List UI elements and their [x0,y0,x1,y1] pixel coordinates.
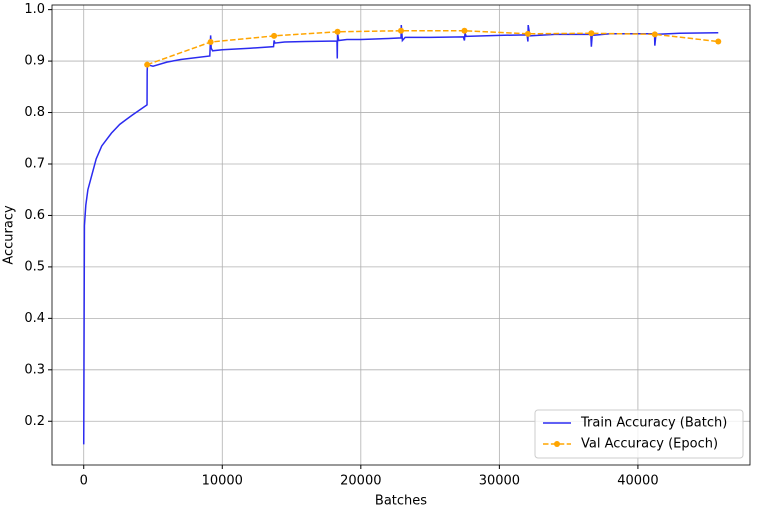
marker [651,31,658,38]
y-tick-label: 0.4 [24,311,45,326]
marker [715,38,722,45]
marker [588,30,595,37]
y-axis-label: Accuracy [2,205,17,265]
y-tick-label: 0.2 [24,414,45,429]
x-tick-label: 10000 [202,474,243,489]
marker [461,27,468,34]
y-tick-label: 0.5 [24,259,45,274]
x-tick-label: 0 [80,474,88,489]
series-line [82,24,719,445]
y-tick-label: 0.9 [24,54,45,69]
x-tick-label: 20000 [340,474,381,489]
legend-label: Train Accuracy (Batch) [580,416,727,431]
series-line [146,29,719,66]
legend-marker [554,441,560,447]
marker [271,32,278,39]
marker [524,30,531,37]
y-tick-label: 0.8 [24,105,45,120]
y-tick-label: 0.6 [24,208,45,223]
marker [398,27,404,34]
x-tick-label: 30000 [479,474,520,489]
marker [144,61,151,68]
legend: Train Accuracy (Batch) Val Accuracy (Epoc… [534,409,744,459]
legend-frame [534,409,744,459]
legend-label: Val Accuracy (Epoch) [581,437,718,452]
y-tick-label: 0.3 [24,362,45,377]
x-axis-label: Batches [375,494,427,509]
marker [334,28,341,35]
marker [207,39,214,46]
plot-frame [51,4,751,466]
y-tick-label: 0.7 [24,156,45,171]
y-tick-label: 1.0 [24,2,45,17]
x-tick-label: 40000 [617,474,658,489]
